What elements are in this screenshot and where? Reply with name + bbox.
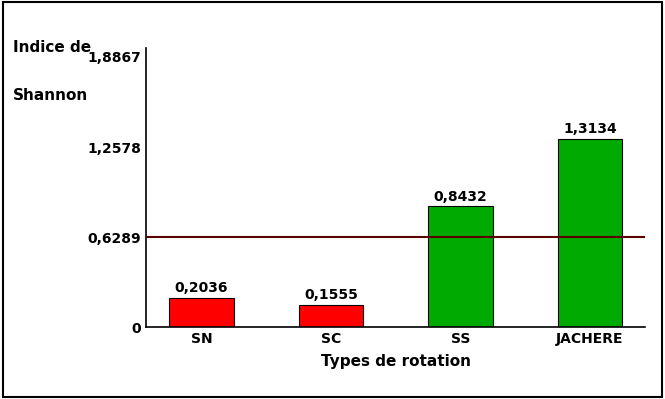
Bar	[169, 298, 233, 327]
Text: 0,2036: 0,2036	[175, 281, 228, 295]
Bar	[299, 305, 363, 327]
Bar	[428, 206, 493, 327]
Text: 0,8432: 0,8432	[434, 190, 487, 203]
Text: Indice de: Indice de	[13, 40, 91, 55]
Bar	[558, 139, 622, 327]
Text: 0,1555: 0,1555	[304, 288, 358, 302]
Text: Shannon: Shannon	[13, 88, 88, 103]
X-axis label: Types de rotation: Types de rotation	[321, 354, 471, 369]
Text: 1,3134: 1,3134	[563, 122, 617, 136]
